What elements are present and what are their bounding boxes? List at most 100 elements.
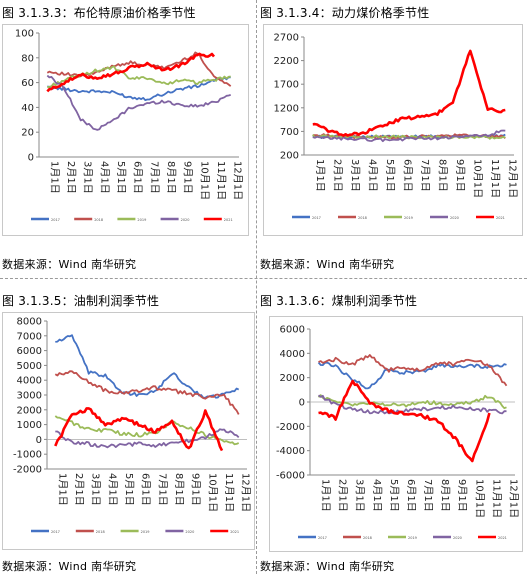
legend-label-2018: 2018 bbox=[96, 530, 105, 534]
x-tick-label: 8月1日 bbox=[173, 473, 185, 506]
y-tick-label: 2000 bbox=[17, 405, 42, 416]
legend-label-2017: 2017 bbox=[318, 536, 327, 540]
y-tick-label: 4000 bbox=[17, 376, 42, 387]
legend-label-2021: 2021 bbox=[230, 530, 239, 534]
legend-label-2021: 2021 bbox=[496, 216, 505, 220]
x-tick-label: 8月1日 bbox=[165, 161, 177, 194]
series-line-2019 bbox=[317, 394, 507, 410]
y-tick-label: 0 bbox=[36, 435, 42, 446]
chart-title: 图 3.1.3.3：布伦特原油价格季节性 bbox=[2, 6, 196, 20]
divider bbox=[0, 278, 527, 279]
x-tick-label: 11月1日 bbox=[490, 479, 502, 518]
chart-area: 0 20 40 60 80 100 1月1日 2月1日 3月1日 4月1日 5月1日 6月1日 7月1日… bbox=[2, 24, 249, 236]
x-tick-label: 4月1日 bbox=[371, 479, 383, 512]
x-tick-label: 10月1日 bbox=[471, 159, 483, 198]
x-tick-label: 3月1日 bbox=[354, 479, 366, 512]
y-tick-label: 40 bbox=[21, 103, 34, 114]
x-tick-label: 2月1日 bbox=[337, 479, 349, 512]
x-tick-label: 1月1日 bbox=[320, 479, 332, 512]
x-tick-label: 2月1日 bbox=[73, 473, 85, 506]
y-tick-label: 2700 bbox=[274, 33, 299, 44]
y-tick-label: 700 bbox=[280, 127, 299, 138]
x-tick-label: 6月1日 bbox=[132, 161, 144, 194]
x-tick-label: 1月1日 bbox=[314, 159, 326, 192]
source-note: 数据来源：Wind 南华研究 bbox=[2, 258, 137, 271]
legend-label-2020: 2020 bbox=[181, 218, 190, 222]
x-tick-label: 1月1日 bbox=[48, 161, 60, 194]
x-tick-label: 5月1日 bbox=[115, 161, 127, 194]
y-tick-label: 80 bbox=[21, 53, 34, 64]
x-tick-label: 8月1日 bbox=[436, 159, 448, 192]
series-line-2017 bbox=[317, 361, 507, 390]
x-tick-label: 9月1日 bbox=[190, 473, 202, 506]
series-line-2021 bbox=[46, 52, 216, 93]
x-tick-label: 7月1日 bbox=[419, 159, 431, 192]
y-tick-label: -2000 bbox=[13, 465, 42, 476]
chart-area: -2000 -1000 0 1000 2000 3000 4000 5000 6000 7000 8… bbox=[2, 312, 255, 550]
legend-label-2019: 2019 bbox=[137, 218, 146, 222]
legend-label-2020: 2020 bbox=[450, 216, 459, 220]
series-line-2021 bbox=[312, 49, 506, 137]
series-line-2020 bbox=[312, 129, 506, 143]
y-tick-label: 4000 bbox=[280, 349, 305, 360]
y-tick-label: 0 bbox=[299, 398, 305, 409]
x-tick-label: 12月1日 bbox=[232, 161, 244, 200]
series-line-2020 bbox=[46, 74, 231, 131]
y-tick-label: 8000 bbox=[17, 317, 42, 328]
chart-title: 图 3.1.3.6：煤制利润季节性 bbox=[260, 294, 418, 308]
x-tick-label: 11月1日 bbox=[489, 159, 501, 198]
legend-label-2018: 2018 bbox=[363, 536, 372, 540]
y-tick-label: 3000 bbox=[17, 391, 42, 402]
y-tick-label: 1700 bbox=[274, 80, 299, 91]
y-tick-label: 5000 bbox=[17, 361, 42, 372]
x-tick-label: 9月1日 bbox=[454, 159, 466, 192]
y-tick-label: -6000 bbox=[276, 471, 305, 482]
chart-svg: 200 700 1200 1700 2200 2700 1月1日 2月1日 3月1日 4月1日 5月… bbox=[274, 33, 519, 221]
x-tick-label: 2月1日 bbox=[65, 161, 77, 194]
series-line-2017 bbox=[47, 76, 231, 101]
chart-title: 图 3.1.3.4：动力煤价格季节性 bbox=[260, 6, 430, 20]
y-tick-label: 6000 bbox=[280, 325, 305, 336]
x-tick-label: 3月1日 bbox=[82, 161, 94, 194]
y-tick-label: -4000 bbox=[276, 446, 305, 457]
y-tick-label: 1200 bbox=[274, 103, 299, 114]
y-tick-label: 200 bbox=[280, 151, 299, 162]
series-line-2018 bbox=[54, 370, 240, 415]
chart-area: -6000 -4000 -2000 0 2000 4000 6000 1月1日 2月1日 3月1日… bbox=[269, 316, 523, 552]
y-tick-label: 2200 bbox=[274, 56, 299, 67]
chart-svg: 0 20 40 60 80 100 1月1日 2月1日 3月1日 4月1日 5月1日 6月1日 7月1日… bbox=[15, 29, 244, 223]
legend-label-2021: 2021 bbox=[498, 536, 507, 540]
x-tick-label: 12月1日 bbox=[506, 159, 518, 198]
x-tick-label: 3月1日 bbox=[90, 473, 102, 506]
legend-label-2017: 2017 bbox=[51, 218, 60, 222]
legend-label-2017: 2017 bbox=[51, 530, 60, 534]
source-note: 数据来源：Wind 南华研究 bbox=[2, 560, 137, 573]
y-tick-label: 2000 bbox=[280, 373, 305, 384]
x-tick-label: 4月1日 bbox=[366, 159, 378, 192]
chart-svg: -2000 -1000 0 1000 2000 3000 4000 5000 6000 7000 8… bbox=[13, 317, 252, 535]
y-tick-label: 6000 bbox=[17, 346, 42, 357]
y-tick-label: 20 bbox=[21, 128, 34, 139]
x-tick-label: 10月1日 bbox=[198, 161, 210, 200]
x-tick-label: 12月1日 bbox=[240, 473, 252, 512]
legend-label-2018: 2018 bbox=[94, 218, 103, 222]
series-line-2018 bbox=[318, 354, 508, 387]
y-tick-label: -1000 bbox=[13, 450, 42, 461]
source-note: 数据来源：Wind 南华研究 bbox=[260, 258, 395, 271]
y-tick-label: 1000 bbox=[17, 420, 42, 431]
x-tick-label: 10月1日 bbox=[206, 473, 218, 512]
series-line-2021 bbox=[318, 379, 491, 463]
x-tick-label: 12月1日 bbox=[507, 479, 519, 518]
x-tick-label: 3月1日 bbox=[349, 159, 361, 192]
x-tick-label: 7月1日 bbox=[422, 479, 434, 512]
legend-label-2018: 2018 bbox=[358, 216, 367, 220]
vertical-divider bbox=[256, 0, 257, 574]
x-tick-label: 7月1日 bbox=[156, 473, 168, 506]
legend-label-2017: 2017 bbox=[312, 216, 321, 220]
x-tick-label: 5月1日 bbox=[123, 473, 135, 506]
legend-label-2019: 2019 bbox=[404, 216, 413, 220]
series-line-2020 bbox=[55, 428, 240, 449]
y-tick-label: 100 bbox=[15, 29, 34, 40]
series-line-2020 bbox=[317, 394, 507, 415]
x-tick-label: 7月1日 bbox=[148, 161, 160, 194]
